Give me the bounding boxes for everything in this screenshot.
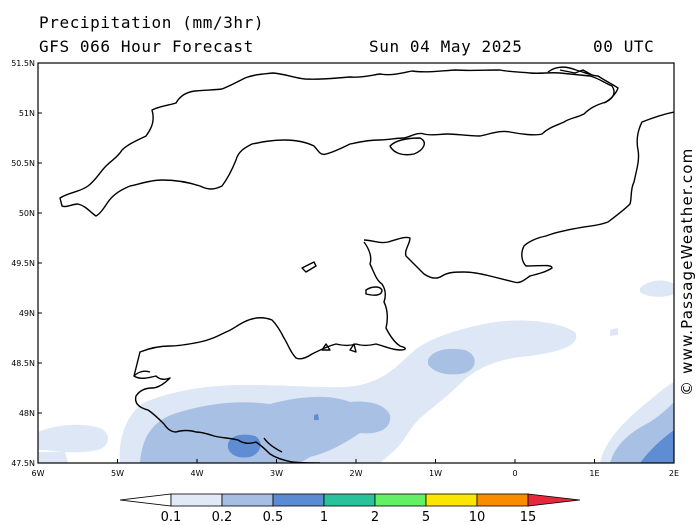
axis-ticks: [37, 62, 675, 464]
lat-label: 50N: [19, 209, 35, 218]
precip-area-medium: [140, 396, 391, 463]
islet-brehat: [349, 343, 357, 353]
legend-arrow-high: [527, 493, 581, 507]
legend-label: 0.5: [263, 510, 284, 525]
coastline-map-icon: [59, 66, 674, 463]
legend-arrow-low: [119, 493, 172, 507]
lat-label: 48N: [19, 409, 35, 418]
precip-area-medium: [428, 348, 475, 375]
lat-label: 49N: [19, 309, 35, 318]
precip-area-light: [38, 424, 109, 453]
lat-axis: 51.5N 51N 50.5N 50N 49.5N 49N 48.5N 48N …: [11, 59, 35, 468]
lat-label: 50.5N: [11, 159, 35, 168]
precip-area-light: [640, 280, 674, 297]
legend-label: 2: [371, 510, 379, 525]
coastline-brittany: [133, 241, 406, 463]
lon-label: 2E: [669, 469, 679, 478]
coastline-kent: [547, 66, 619, 104]
legend-swatch: [221, 493, 274, 507]
precip-legend: 0.1 0.2 0.5 1 2 5 10 15: [119, 493, 581, 525]
precip-area-heavy: [314, 414, 319, 420]
precip-area-light: [610, 328, 618, 336]
lon-label: 0: [512, 469, 517, 478]
lon-label: 1E: [589, 469, 599, 478]
precip-field: [38, 280, 674, 463]
legend-swatch: [425, 493, 478, 507]
chart-title: Precipitation (mm/3hr): [39, 13, 265, 32]
lon-label: 4W: [191, 469, 204, 478]
lat-label: 51N: [19, 109, 35, 118]
coastline-loire-inlet: [263, 437, 283, 453]
legend-swatch: [272, 493, 325, 507]
lon-label: 5W: [111, 469, 124, 478]
coastline-france-north: [363, 111, 674, 284]
legend-label: 0.2: [212, 510, 233, 525]
coastline-brittany-fragment: [133, 370, 151, 377]
isle-of-wight: [389, 137, 425, 156]
lon-label: 1W: [429, 469, 442, 478]
lon-label: 2W: [350, 469, 363, 478]
lat-label: 47.5N: [11, 459, 35, 468]
legend-label: 0.1: [161, 510, 182, 525]
legend-swatch: [323, 493, 376, 507]
lon-label: 6W: [32, 469, 45, 478]
precip-area-heavy: [227, 434, 261, 458]
lon-label: 3W: [270, 469, 283, 478]
islet-sept-iles: [321, 343, 331, 351]
precip-area-heavy: [640, 430, 674, 463]
forecast-subtitle: GFS 066 Hour Forecast: [39, 37, 254, 56]
lat-label: 49.5N: [11, 259, 35, 268]
coastline-england-south: [59, 69, 615, 217]
legend-label: 5: [422, 510, 430, 525]
precip-area-light: [38, 452, 68, 463]
lat-label: 48.5N: [11, 359, 35, 368]
coastline-thames: [559, 69, 593, 76]
legend-swatch: [170, 493, 223, 507]
lon-axis: 6W 5W 4W 3W 2W 1W 0 1E 2E: [32, 469, 680, 478]
channel-island-jersey: [301, 261, 317, 273]
channel-island-guernsey: [365, 286, 383, 296]
forecast-time: 00 UTC: [593, 37, 655, 56]
lat-label: 51.5N: [11, 59, 35, 68]
legend-label: 1: [320, 510, 328, 525]
legend-label: 15: [520, 510, 537, 525]
legend-label: 10: [469, 510, 486, 525]
forecast-date: Sun 04 May 2025: [369, 37, 523, 56]
legend-swatch: [476, 493, 529, 507]
legend-swatch: [374, 493, 427, 507]
